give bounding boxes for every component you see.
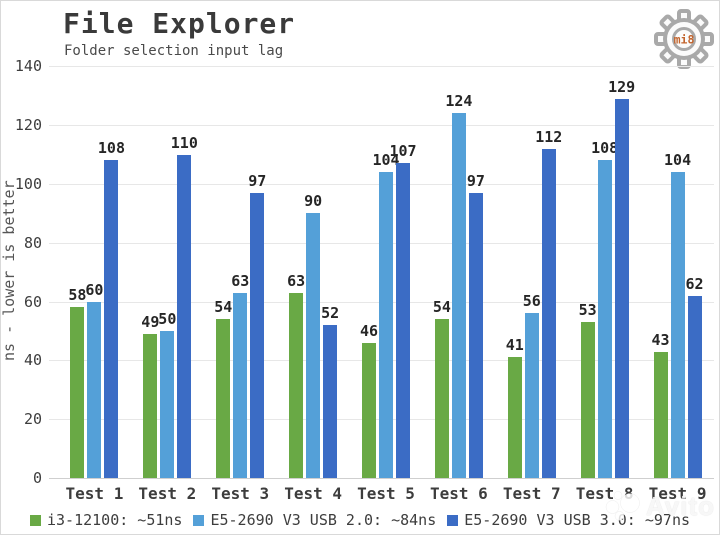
bar-value-label: 110 [170, 133, 198, 152]
legend-item: i3-12100: ~51ns [29, 511, 183, 529]
x-tick-label: Test 9 [648, 484, 707, 503]
bar-value-label: 97 [466, 171, 485, 190]
bar [541, 148, 556, 478]
x-tick-label: Test 2 [138, 484, 197, 503]
x-tick-label: Test 7 [502, 484, 561, 503]
gridline [49, 66, 714, 68]
bar [216, 319, 231, 478]
y-tick-label: 0 [32, 469, 42, 487]
bar-value-label: 43 [651, 330, 670, 349]
bar-value-label: 52 [321, 304, 340, 323]
gridline [49, 478, 714, 479]
bar [507, 357, 522, 478]
bar-value-label: 54 [432, 298, 451, 317]
y-tick-label: 60 [23, 292, 42, 311]
y-tick-label: 140 [14, 57, 42, 76]
bar [177, 154, 192, 478]
bar-value-label: 124 [445, 92, 473, 111]
legend-label: E5-2690 V3 USB 3.0: ~97ns [464, 511, 691, 529]
bar-value-label: 112 [535, 127, 563, 146]
chart-legend: i3-12100: ~51ns E5-2690 V3 USB 2.0: ~84ns… [1, 508, 719, 532]
bar [87, 301, 102, 478]
legend-swatch [193, 514, 205, 526]
bar-value-label: 50 [158, 310, 177, 328]
bar [687, 295, 702, 478]
bar-value-label: 56 [522, 292, 541, 311]
legend-label: i3-12100: ~51ns [46, 511, 183, 529]
bar-value-label: 129 [608, 77, 636, 96]
legend-label: E5-2690 V3 USB 2.0: ~84ns [210, 511, 437, 529]
x-tick-label: Test 1 [65, 484, 124, 503]
bar [306, 213, 321, 478]
bar-value-label: 54 [214, 298, 233, 317]
bar-value-label: 62 [685, 274, 704, 293]
bar-value-label: 104 [664, 151, 692, 170]
bar [323, 325, 338, 478]
bar-value-label: 53 [578, 301, 597, 320]
bar [104, 160, 119, 478]
gridline [49, 125, 714, 127]
bar-value-label: 97 [248, 171, 267, 190]
bar [434, 319, 449, 478]
y-tick-label: 20 [23, 410, 42, 429]
bar-value-label: 107 [389, 142, 417, 161]
bar-value-label: 90 [304, 192, 323, 211]
bar [379, 172, 393, 478]
bar-value-label: 60 [85, 280, 104, 299]
bar-value-label: 58 [68, 286, 87, 305]
bar-value-label: 63 [231, 271, 250, 290]
bar [580, 322, 595, 478]
bar [250, 192, 265, 478]
gear-badge-icon: mi8 [654, 9, 714, 69]
bar [653, 351, 668, 478]
bar [289, 292, 304, 478]
legend-item: E5-2690 V3 USB 3.0: ~97ns [447, 511, 690, 529]
bar [597, 160, 612, 478]
x-tick-label: Test 5 [357, 484, 415, 503]
bar [143, 333, 158, 478]
bar [70, 307, 85, 478]
bar [362, 342, 376, 478]
badge-text: mi8 [674, 33, 695, 47]
y-tick-label: 100 [14, 175, 42, 193]
x-tick-label: Test 6 [429, 484, 488, 503]
x-tick-label: Test 8 [575, 484, 634, 503]
chart-subtitle: Folder selection input lag [64, 43, 284, 59]
page-title: File Explorer [63, 7, 296, 40]
bar-value-label: 46 [359, 321, 379, 340]
bar-value-label: 63 [287, 271, 306, 290]
bar [160, 331, 175, 478]
bar-value-label: 41 [505, 336, 524, 355]
y-tick-label: 120 [14, 116, 42, 135]
bar [396, 163, 410, 478]
legend-swatch [29, 514, 41, 526]
bar [614, 98, 629, 478]
x-tick-label: Test 3 [211, 484, 270, 503]
bar [468, 192, 483, 478]
legend-item: E5-2690 V3 USB 2.0: ~84ns [193, 511, 436, 529]
bar-value-label: 108 [97, 139, 125, 158]
legend-swatch [447, 514, 459, 526]
bar [451, 113, 466, 478]
bar [524, 313, 539, 478]
bar [670, 172, 685, 478]
bar [233, 292, 248, 478]
bar-value-label: 108 [591, 139, 619, 158]
y-tick-label: 40 [23, 351, 42, 370]
y-tick-label: 80 [23, 233, 42, 252]
bar-value-label: 104 [372, 151, 400, 170]
bar-value-label: 49 [141, 312, 160, 331]
x-tick-label: Test 4 [284, 484, 342, 503]
